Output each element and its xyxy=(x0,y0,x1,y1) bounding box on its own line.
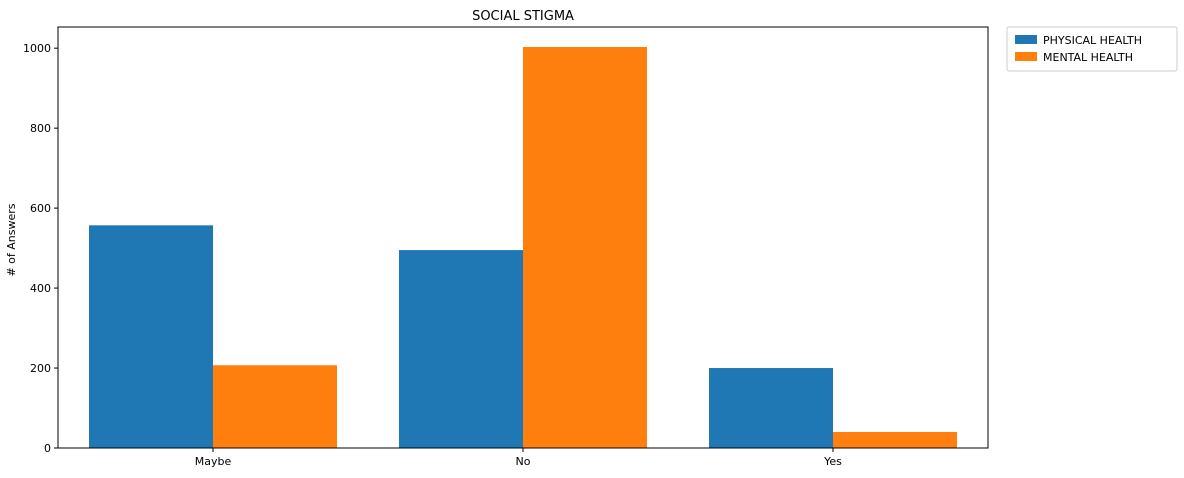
bar-mental-health-yes xyxy=(833,432,957,448)
chart-title: SOCIAL STIGMA xyxy=(472,9,574,24)
y-tick-label: 1000 xyxy=(23,42,51,55)
legend-label: MENTAL HEALTH xyxy=(1043,51,1133,64)
bar-physical-health-maybe xyxy=(89,225,213,448)
legend-swatch xyxy=(1015,52,1037,61)
bar-mental-health-maybe xyxy=(213,365,337,448)
y-axis: 0 200 400 600 800 1000 xyxy=(23,42,58,455)
y-tick-label: 200 xyxy=(30,362,51,375)
bar-mental-health-no xyxy=(523,46,647,449)
legend-label: PHYSICAL HEALTH xyxy=(1043,34,1142,47)
x-tick-label: No xyxy=(516,455,531,468)
x-axis: Maybe No Yes xyxy=(195,448,842,468)
legend-swatch xyxy=(1015,35,1037,44)
x-tick-label: Yes xyxy=(823,455,842,468)
y-tick-label: 800 xyxy=(30,122,51,135)
legend: PHYSICAL HEALTH MENTAL HEALTH xyxy=(1006,26,1178,72)
y-tick-label: 0 xyxy=(44,442,51,455)
bar-physical-health-yes xyxy=(709,368,833,448)
plot-area xyxy=(89,46,957,449)
y-tick-label: 600 xyxy=(30,202,51,215)
y-axis-label: # of Answers xyxy=(5,203,18,276)
y-tick-label: 400 xyxy=(30,282,51,295)
x-tick-label: Maybe xyxy=(195,455,232,468)
bar-physical-health-no xyxy=(399,250,523,448)
legend-box xyxy=(1006,26,1178,72)
plot-frame xyxy=(57,26,989,449)
